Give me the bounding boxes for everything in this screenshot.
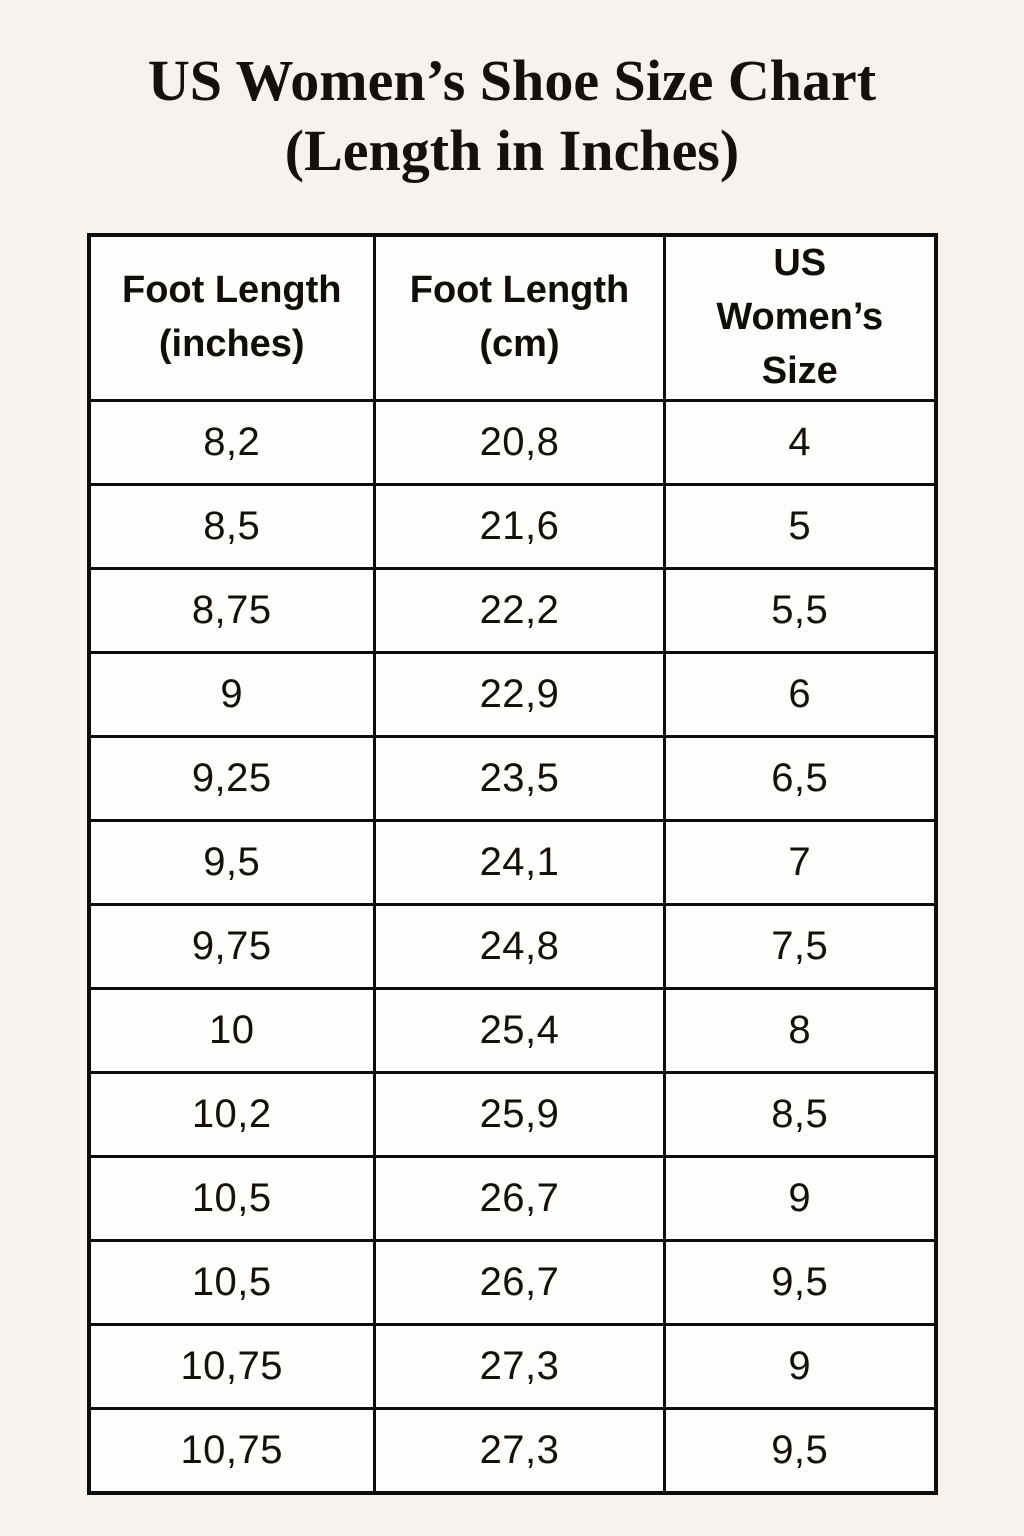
table-row: 10,2 25,9 8,5 xyxy=(87,1071,937,1159)
cell-inches: 10,2 xyxy=(87,1071,376,1159)
cell-cm: 24,8 xyxy=(373,903,666,991)
cell-inches: 10,75 xyxy=(87,1407,376,1495)
cell-inches: 8,2 xyxy=(87,399,376,487)
cell-size: 4 xyxy=(663,399,937,487)
cell-cm: 25,4 xyxy=(373,987,666,1075)
header-foot-length-inches: Foot Length (inches) xyxy=(87,233,376,403)
table-row: 10,75 27,3 9,5 xyxy=(87,1407,937,1495)
cell-cm: 24,1 xyxy=(373,819,666,907)
table-row: 8,5 21,6 5 xyxy=(87,483,937,571)
cell-inches: 10 xyxy=(87,987,376,1075)
cell-cm: 26,7 xyxy=(373,1239,666,1327)
cell-size: 9,5 xyxy=(663,1407,937,1495)
cell-cm: 22,9 xyxy=(373,651,666,739)
cell-cm: 26,7 xyxy=(373,1155,666,1243)
cell-cm: 25,9 xyxy=(373,1071,666,1159)
cell-cm: 23,5 xyxy=(373,735,666,823)
page-title-line2: (Length in Inches) xyxy=(284,117,740,183)
cell-cm: 27,3 xyxy=(373,1323,666,1411)
cell-size: 5,5 xyxy=(663,567,937,655)
page-title-line1: US Women’s Shoe Size Chart xyxy=(147,48,877,113)
cell-inches: 9,5 xyxy=(87,819,376,907)
cell-size: 8,5 xyxy=(663,1071,937,1159)
header-foot-length-cm: Foot Length (cm) xyxy=(373,233,666,403)
page-title: US Women’s Shoe Size Chart (Length in In… xyxy=(0,0,1024,185)
cell-size: 6,5 xyxy=(663,735,937,823)
cell-inches: 9,75 xyxy=(87,903,376,991)
table-row: 9 22,9 6 xyxy=(87,651,937,739)
table-row: 8,2 20,8 4 xyxy=(87,399,937,487)
cell-size: 7 xyxy=(663,819,937,907)
table-row: 9,5 24,1 7 xyxy=(87,819,937,907)
cell-cm: 27,3 xyxy=(373,1407,666,1495)
header-us-womens-size: US Women’s Size xyxy=(663,233,937,403)
table-row: 10,75 27,3 9 xyxy=(87,1323,937,1411)
cell-inches: 10,75 xyxy=(87,1323,376,1411)
cell-size: 9,5 xyxy=(663,1239,937,1327)
size-chart-table: Foot Length (inches) Foot Length (cm) US… xyxy=(86,233,938,1495)
cell-cm: 21,6 xyxy=(373,483,666,571)
header-row: Foot Length (inches) Foot Length (cm) US… xyxy=(87,233,937,403)
table-row: 9,75 24,8 7,5 xyxy=(87,903,937,991)
cell-size: 6 xyxy=(663,651,937,739)
cell-size: 8 xyxy=(663,987,937,1075)
cell-size: 7,5 xyxy=(663,903,937,991)
table-row: 10,5 26,7 9,5 xyxy=(87,1239,937,1327)
cell-inches: 9,25 xyxy=(87,735,376,823)
cell-size: 5 xyxy=(663,483,937,571)
cell-inches: 10,5 xyxy=(87,1239,376,1327)
cell-cm: 22,2 xyxy=(373,567,666,655)
cell-size: 9 xyxy=(663,1323,937,1411)
cell-size: 9 xyxy=(663,1155,937,1243)
table-row: 10 25,4 8 xyxy=(87,987,937,1075)
cell-inches: 10,5 xyxy=(87,1155,376,1243)
table-row: 9,25 23,5 6,5 xyxy=(87,735,937,823)
table-row: 8,75 22,2 5,5 xyxy=(87,567,937,655)
table-row: 10,5 26,7 9 xyxy=(87,1155,937,1243)
cell-inches: 9 xyxy=(87,651,376,739)
cell-cm: 20,8 xyxy=(373,399,666,487)
cell-inches: 8,75 xyxy=(87,567,376,655)
cell-inches: 8,5 xyxy=(87,483,376,571)
